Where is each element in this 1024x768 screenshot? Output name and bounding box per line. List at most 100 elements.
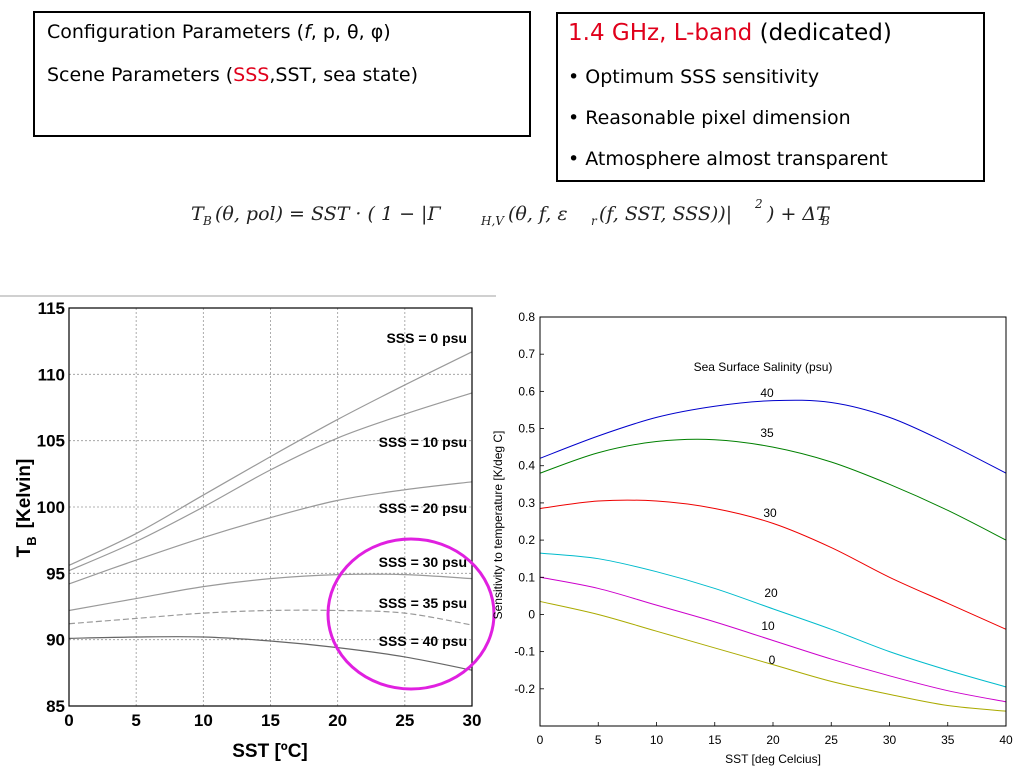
y-tick-label: 0.8 <box>518 310 535 324</box>
x-tick-label: 15 <box>261 711 280 730</box>
tick-labels: 0 5 10 15 20 25 30 85 90 95 100 105 110 115 <box>37 299 482 730</box>
curve-label: 30 <box>763 506 777 520</box>
y-axis-label-sub: B <box>24 536 39 545</box>
chart-title: Sea Surface Salinity (psu) <box>694 360 833 374</box>
series-line <box>539 438 1007 541</box>
l-band-box: 1.4 GHz, L-band (dedicated) • Optimum SS… <box>556 12 985 182</box>
series-lines <box>539 399 1007 712</box>
eq-lhs-sub: B <box>202 214 212 228</box>
eq-lhs: T <box>191 203 205 225</box>
y-tick-label: 110 <box>38 365 65 384</box>
y-tick-label: 0 <box>528 607 535 621</box>
y-tick-label: 0.5 <box>518 422 535 436</box>
plot-frame <box>68 307 473 707</box>
x-tick-label: 0 <box>537 733 544 747</box>
y-axis-label-rest: [Kelvin] <box>14 459 35 529</box>
l-band-title: 1.4 GHz, L-band (dedicated) <box>568 20 892 46</box>
scene-sss-highlight: SSS <box>233 64 270 86</box>
y-tick-label: -0.1 <box>514 645 535 659</box>
x-tick-label: 5 <box>131 711 140 730</box>
plot-frame <box>539 316 1007 727</box>
curve-label: SSS = 10 psu <box>379 434 467 450</box>
x-tick-label: 0 <box>64 711 73 730</box>
x-tick-label: 40 <box>999 733 1013 747</box>
series-line <box>539 499 1007 630</box>
svg-text:TB[Kelvin]: TB [Kelvin] <box>14 459 39 558</box>
curve-label: SSS = 20 psu <box>379 500 467 516</box>
configuration-parameters-line: Configuration Parameters (f, p, θ, φ) <box>47 21 391 43</box>
series-line <box>68 481 473 585</box>
x-tick-label: 20 <box>328 711 347 730</box>
series-line <box>539 600 1007 712</box>
bullet-item: • Atmosphere almost transparent <box>568 148 888 170</box>
x-tick-label: 10 <box>650 733 664 747</box>
eq-gamma-sub: H,V <box>480 214 505 228</box>
x-tick-label: 10 <box>194 711 213 730</box>
x-tick-label: 25 <box>825 733 839 747</box>
y-tick-label: 0.2 <box>518 533 535 547</box>
curve-labels: SSS = 0 psu SSS = 10 psu SSS = 20 psu SSS =… <box>379 330 467 649</box>
series-line <box>68 609 473 626</box>
y-tick-label: 115 <box>38 299 65 318</box>
series-line <box>68 573 473 612</box>
y-tick-label: 105 <box>37 432 65 451</box>
l-band-title-black: (dedicated) <box>752 20 892 46</box>
curve-label: 20 <box>764 586 778 600</box>
x-tick-label: 20 <box>766 733 780 747</box>
curve-label: 35 <box>760 426 774 440</box>
x-tick-label: 30 <box>883 733 897 747</box>
eq-eps-sub: r <box>591 214 598 228</box>
y-tick-label: 0.4 <box>518 459 535 473</box>
y-tick-label: 90 <box>46 631 65 650</box>
eq-mid: (θ, f, ε <box>508 203 568 225</box>
config-text-post: , p, θ, φ) <box>310 21 391 43</box>
series-line <box>539 399 1007 474</box>
bullet-item: • Reasonable pixel dimension <box>568 107 851 129</box>
brightness-temperature-chart: 0 5 10 15 20 25 30 85 90 95 100 105 110 115 SSS = 0 p… <box>0 295 496 762</box>
eq-rhs-sub: B <box>820 214 830 228</box>
x-tick-label: 25 <box>395 711 414 730</box>
sensitivity-chart: 0 5 10 15 20 25 30 35 40 -0.2 -0.1 0 0.1 0.2 0.3 0.4 0.5… <box>491 310 1013 766</box>
series-line <box>68 351 473 566</box>
x-tick-label: 15 <box>708 733 722 747</box>
scene-text-post: ,SST, sea state) <box>269 64 419 86</box>
eq-lhs-args: (θ, pol) = SST · ( 1 − |Γ <box>215 203 441 225</box>
curve-labels: 40 35 30 20 10 0 <box>760 386 778 667</box>
scene-parameters-line: Scene Parameters (SSS,SST, sea state) <box>47 64 418 86</box>
brightness-temperature-equation: T B (θ, pol) = SST · ( 1 − |Γ H,V (θ, f,… <box>191 197 830 228</box>
y-tick-label: 95 <box>46 564 65 583</box>
x-tick-label: 35 <box>941 733 955 747</box>
chart-top-border <box>0 295 496 297</box>
curve-label: SSS = 40 psu <box>379 633 467 649</box>
y-tick-label: 0.6 <box>518 384 535 398</box>
y-axis-label: TB [Kelvin] <box>14 459 39 558</box>
y-tick-label: -0.2 <box>514 682 535 696</box>
curve-label: SSS = 35 psu <box>379 595 467 611</box>
y-tick-label: 85 <box>46 697 65 716</box>
config-text-pre: Configuration Parameters ( <box>47 21 305 43</box>
y-axis-label-main: T <box>14 545 35 557</box>
y-tick-label: 0.3 <box>518 496 535 510</box>
series-line <box>68 636 473 671</box>
y-tick-label: 100 <box>37 498 65 517</box>
curve-label: 40 <box>760 386 774 400</box>
config-f-symbol: f <box>304 21 311 43</box>
x-axis-label: SST [ºC] <box>232 741 308 762</box>
highlight-ellipse <box>326 537 496 691</box>
y-tick-label: 0.1 <box>518 570 535 584</box>
y-axis-label: Sensitivity to temperature [K/deg C] <box>491 431 505 620</box>
curve-label: SSS = 30 psu <box>379 554 467 570</box>
series-line <box>539 552 1007 688</box>
x-tick-label: 5 <box>595 733 602 747</box>
bullet-item: • Optimum SSS sensitivity <box>568 66 820 88</box>
x-tick-label: 30 <box>463 711 482 730</box>
series-line <box>68 392 473 572</box>
eq-mid2: (f, SST, SSS))| <box>599 203 732 225</box>
series-line <box>539 576 1007 703</box>
curve-label: 0 <box>769 653 776 667</box>
scene-text-pre: Scene Parameters ( <box>47 64 234 86</box>
tick-labels: 0 5 10 15 20 25 30 35 40 -0.2 -0.1 0 0.1 0.2 0.3 0.4 0.5… <box>514 310 1013 747</box>
curve-label: SSS = 0 psu <box>386 330 467 346</box>
series-lines <box>68 351 473 671</box>
configuration-parameters-box: Configuration Parameters (f, p, θ, φ) Sc… <box>33 11 531 137</box>
